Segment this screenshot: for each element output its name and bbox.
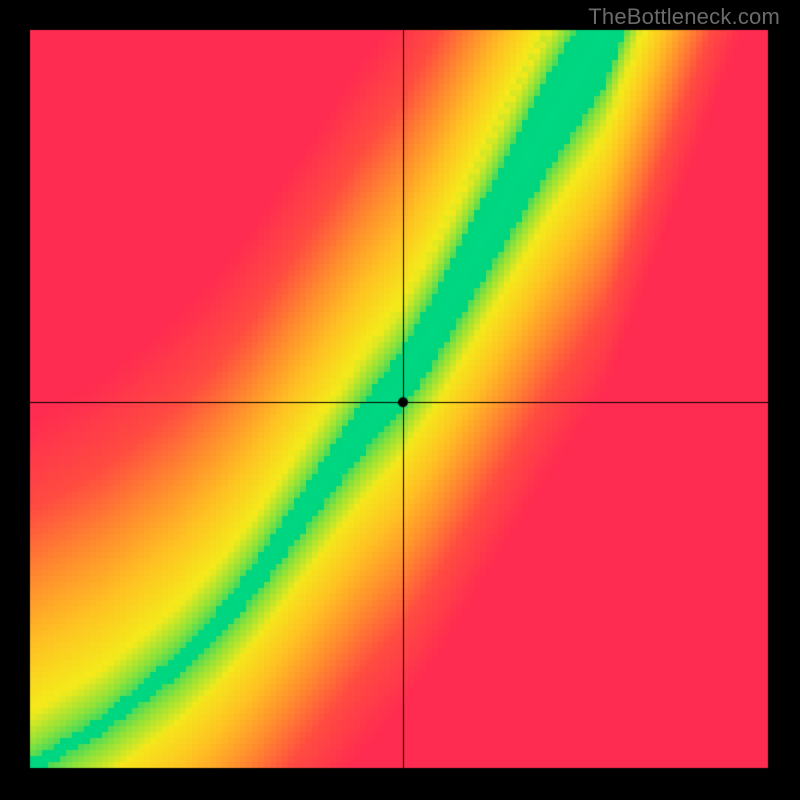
watermark-text: TheBottleneck.com [588, 4, 780, 30]
crosshair-overlay [0, 0, 800, 800]
